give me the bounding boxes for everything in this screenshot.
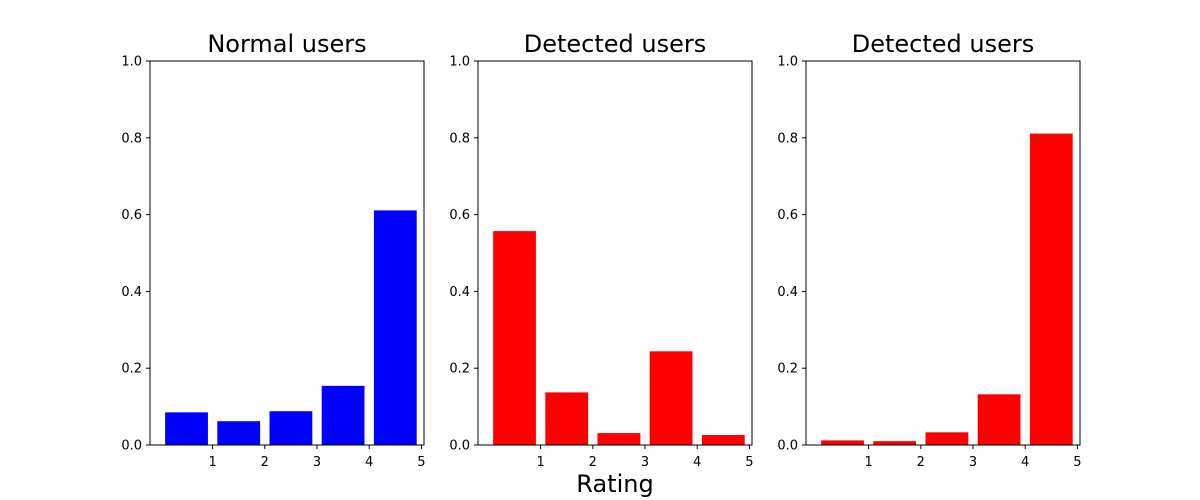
x-tick-label: 3	[313, 455, 321, 470]
x-tick-label: 5	[417, 455, 425, 470]
y-tick-label: 0.0	[449, 439, 470, 454]
x-tick-label: 2	[917, 455, 925, 470]
y-tick-label: 1.0	[777, 55, 798, 70]
y-tick-label: 0.8	[121, 131, 142, 146]
axes-frame	[805, 60, 1081, 446]
chart-panel-2: 0.0 0.2 0.4 0.6 0.8 1.0 1 2 3 4 5 Detected users	[449, 30, 753, 470]
x-tick-label: 1	[864, 455, 872, 470]
axes-frame	[477, 60, 753, 446]
y-tick-label: 0.6	[777, 208, 798, 223]
bar-rating-3	[597, 433, 641, 445]
x-tick-label: 3	[969, 455, 977, 470]
y-tick-label: 0.8	[777, 131, 798, 146]
bar-rating-1	[165, 412, 208, 445]
x-tick-label: 2	[589, 455, 597, 470]
x-tick-label: 5	[745, 455, 753, 470]
y-tick-label: 0.4	[777, 285, 798, 300]
chart-panel-1: 0.0 0.2 0.4 0.6 0.8 1.0 1 2 3 4 5 Normal users	[121, 30, 425, 470]
bar-rating-2	[873, 441, 917, 445]
bar-rating-4	[321, 385, 365, 445]
y-tick-label: 0.4	[121, 285, 142, 300]
bar-rating-4	[977, 394, 1021, 445]
chart-title: Detected users	[852, 30, 1035, 58]
x-tick-label: 4	[365, 455, 373, 470]
x-tick-label: 1	[208, 455, 216, 470]
y-tick-label: 1.0	[449, 55, 470, 70]
bar-rating-1	[821, 440, 864, 445]
y-tick-label: 0.2	[777, 362, 798, 377]
axes-frame	[149, 60, 425, 446]
bar-rating-2	[217, 421, 261, 445]
y-tick-label: 0.2	[121, 362, 142, 377]
y-tick-label: 0.6	[449, 208, 470, 223]
x-tick-label: 2	[261, 455, 269, 470]
chart-title: Normal users	[207, 30, 366, 58]
y-tick-label: 0.6	[121, 208, 142, 223]
y-tick-label: 0.0	[121, 439, 142, 454]
y-tick-label: 0.2	[449, 362, 470, 377]
bar-rating-4	[649, 351, 693, 445]
x-tick-label: 3	[641, 455, 649, 470]
x-tick-label: 5	[1073, 455, 1081, 470]
chart-title: Detected users	[524, 30, 707, 58]
y-tick-label: 0.4	[449, 285, 470, 300]
x-tick-label: 4	[693, 455, 701, 470]
bar-rating-5	[373, 210, 417, 445]
bar-rating-3	[269, 411, 313, 445]
chart-panel-3: 0.0 0.2 0.4 0.6 0.8 1.0 1 2 3 4 5 Detected users	[777, 30, 1081, 470]
bar-rating-2	[545, 392, 589, 445]
y-tick-label: 0.0	[777, 439, 798, 454]
y-tick-label: 1.0	[121, 55, 142, 70]
y-tick-label: 0.8	[449, 131, 470, 146]
bar-rating-1	[493, 231, 536, 445]
x-axis-label: Rating	[576, 470, 653, 498]
bar-rating-5	[1029, 133, 1073, 446]
x-tick-label: 1	[536, 455, 544, 470]
bar-rating-5	[701, 435, 745, 445]
bar-rating-3	[925, 432, 969, 445]
x-tick-label: 4	[1021, 455, 1029, 470]
